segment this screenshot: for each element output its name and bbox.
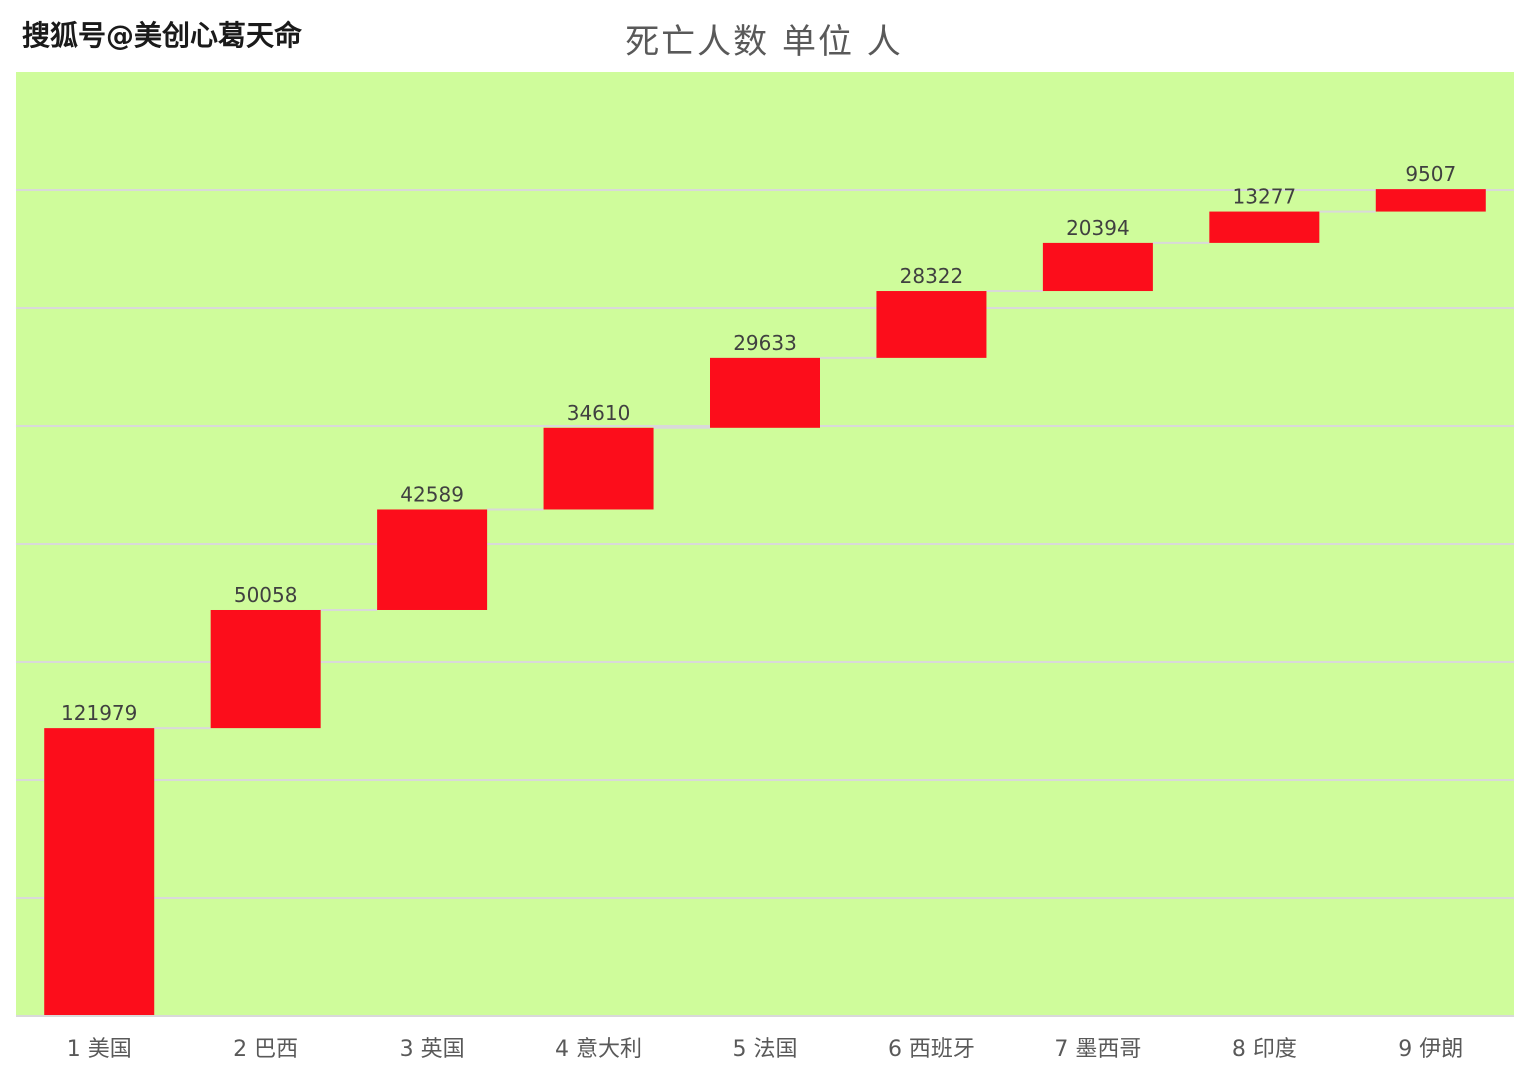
data-label: 29633 xyxy=(733,331,797,355)
data-label: 42589 xyxy=(400,482,464,506)
bar xyxy=(44,728,155,1016)
x-tick-label: 1 美国 xyxy=(67,1037,132,1062)
x-tick-label: 4 意大利 xyxy=(555,1037,642,1062)
bar xyxy=(876,291,987,358)
data-label: 9507 xyxy=(1405,162,1456,186)
x-tick-label: 9 伊朗 xyxy=(1398,1037,1463,1062)
data-label: 20394 xyxy=(1066,216,1130,240)
x-tick-label: 6 西班牙 xyxy=(888,1037,975,1062)
watermark: 搜狐号@美创心葛天命 xyxy=(22,19,303,52)
x-tick-label: 5 法国 xyxy=(733,1037,798,1062)
bar xyxy=(710,357,820,428)
bar xyxy=(1375,189,1486,212)
bar xyxy=(543,427,654,510)
connectors xyxy=(154,210,1376,730)
data-label: 34610 xyxy=(567,401,631,425)
data-label: 121979 xyxy=(61,701,137,725)
bar xyxy=(1209,211,1320,243)
bar xyxy=(377,509,488,610)
data-label: 28322 xyxy=(900,264,964,288)
bar xyxy=(1042,242,1153,292)
x-tick-label: 2 巴西 xyxy=(233,1037,298,1062)
x-axis-ticks: 1 美国 2 巴西 3 英国 4 意大利 5 法国 6 西班牙 7 墨西哥 8 印度 9 伊朗 xyxy=(67,1037,1464,1062)
x-tick-label: 8 印度 xyxy=(1232,1037,1297,1062)
x-tick-label: 7 墨西哥 xyxy=(1054,1037,1141,1062)
bar xyxy=(210,609,321,729)
x-tick-label: 3 英国 xyxy=(400,1037,465,1062)
data-label: 13277 xyxy=(1233,185,1297,209)
data-labels: 121979 50058 42589 34610 29633 28322 20394 1327… xyxy=(61,162,1456,725)
chart-title: 死亡人数 单位 人 xyxy=(625,22,903,62)
bars xyxy=(44,189,1486,1016)
data-label: 50058 xyxy=(234,583,298,607)
